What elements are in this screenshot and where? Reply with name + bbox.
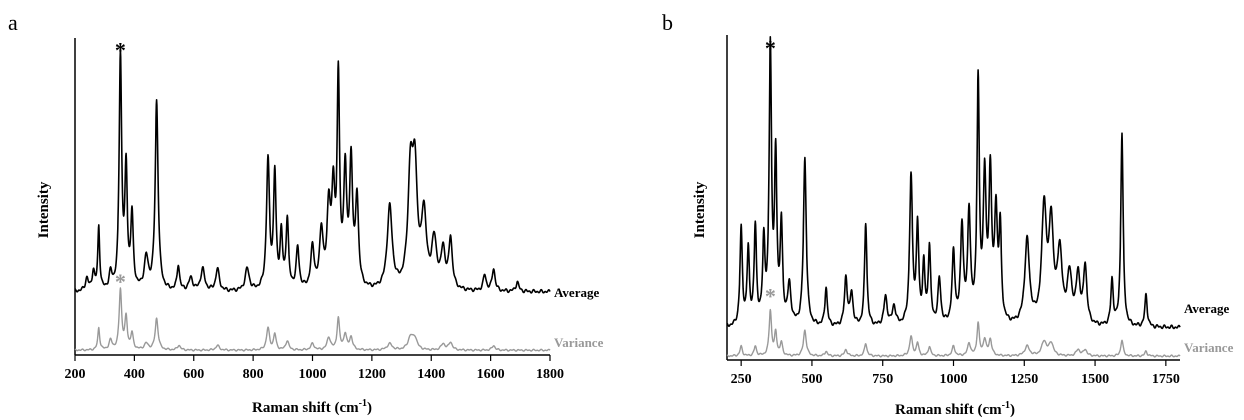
panel-a-x-tick-label: 1800 [536, 367, 564, 382]
panel-b-peak-asterisk: * [765, 36, 776, 61]
panel-b-variance-line [726, 308, 1181, 358]
panel-a-peak-asterisk: * [115, 37, 126, 62]
panel-b-x-tick-label: 1000 [940, 372, 968, 387]
panel-b-x-tick-label: 1750 [1152, 372, 1180, 387]
panel-b-y-axis-label: Intensity [692, 181, 708, 238]
panel-b-x-tick-label: 500 [801, 372, 822, 387]
panel-b-peak-asterisk: * [765, 284, 776, 309]
panel-b: b Intensity 250 500 750 1000 1250 1500 1750 Av… [662, 10, 1234, 418]
panel-a-variance-line [74, 287, 551, 352]
panel-b-letter: b [662, 10, 673, 35]
panel-a-x-tick-label: 1600 [477, 367, 505, 382]
panel-a-x-axis-label-end: ) [367, 400, 372, 416]
panel-b-x-axis-label-base: Raman shift (cm [895, 402, 1002, 418]
panel-a-x-tick-label: 1200 [358, 367, 386, 382]
panel-a-average-label: Average [554, 285, 599, 300]
panel-a-x-tick-label: 200 [65, 367, 86, 382]
panel-a: a Intensity 200 400 600 800 1000 1200 1400 1600… [8, 10, 604, 416]
panel-b-average-label: Average [1184, 301, 1229, 316]
panel-b-x-tick-label: 1500 [1081, 372, 1109, 387]
panel-a-peak-asterisk: * [115, 269, 126, 294]
panel-b-x-axis-label-end: ) [1010, 402, 1015, 418]
panel-b-variance-label: Variance [1184, 340, 1234, 355]
panel-b-x-axis-label-sup: -1 [1002, 400, 1010, 411]
panel-a-x-axis-label-sup: -1 [359, 398, 367, 409]
panel-a-x-tick-label: 400 [124, 367, 145, 382]
panel-a-average-line [74, 48, 551, 294]
panel-a-x-tick-label: 1400 [417, 367, 445, 382]
panel-a-x-tick-label: 600 [183, 367, 204, 382]
panel-b-average-line [726, 36, 1181, 330]
panel-a-x-axis-label-base: Raman shift (cm [252, 400, 359, 416]
panel-b-x-tick-label: 1250 [1010, 372, 1038, 387]
panel-a-y-axis-label: Intensity [36, 181, 52, 238]
panel-a-x-axis-label: Raman shift (cm-1) [252, 398, 372, 416]
panel-a-letter: a [8, 10, 18, 35]
panel-b-x-tick-label: 250 [731, 372, 752, 387]
panel-b-x-tick-label: 750 [872, 372, 893, 387]
panel-a-x-tick-label: 800 [243, 367, 264, 382]
panel-a-x-tick-label: 1000 [299, 367, 327, 382]
panel-b-x-axis-label: Raman shift (cm-1) [895, 400, 1015, 418]
panel-a-variance-label: Variance [554, 335, 604, 350]
